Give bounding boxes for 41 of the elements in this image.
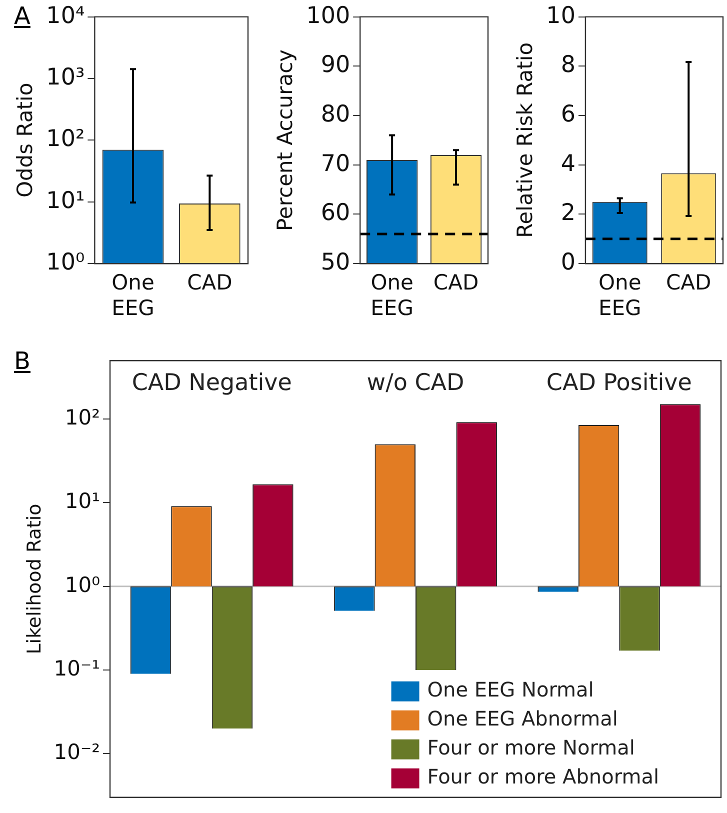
- legend-label: Four or more Abnormal: [427, 764, 659, 789]
- y-tick-label: 100: [306, 2, 350, 29]
- x-tick-label: CAD Negative: [132, 370, 292, 396]
- y-tick-label: 10⁴: [46, 2, 85, 29]
- y-tick-label: 2: [560, 200, 576, 226]
- text: A: [14, 2, 30, 30]
- x-tick-label: One EEG: [370, 270, 414, 320]
- y-tick-label: 10⁰: [64, 572, 100, 597]
- y-tick-label: 70: [320, 150, 350, 177]
- y-tick-label: 8: [560, 52, 576, 78]
- legend-label: One EEG Abnormal: [427, 706, 618, 731]
- y-tick-label: 80: [320, 101, 350, 128]
- legend-label: One EEG Normal: [427, 678, 594, 702]
- x-tick-label: w/o CAD: [366, 370, 464, 396]
- x-tick-label: CAD Positive: [546, 370, 692, 396]
- y-axis-title: Percent Accuracy: [273, 49, 298, 231]
- y-tick-label: 10⁻²: [54, 740, 100, 764]
- y-tick-label: 60: [320, 200, 350, 226]
- y-tick-label: 4: [560, 150, 576, 177]
- y-tick-label: 10²: [46, 126, 85, 152]
- x-tick-label: One EEG: [598, 270, 642, 320]
- y-tick-label: 90: [320, 52, 350, 78]
- x-tick-label: CAD: [433, 270, 479, 295]
- y-tick-label: 0: [560, 250, 576, 276]
- y-axis-title: Relative Risk Ratio: [513, 42, 538, 238]
- y-tick-label: 10²: [64, 406, 100, 430]
- x-tick-label: CAD: [666, 270, 712, 295]
- y-tick-label: 10⁰: [46, 250, 85, 276]
- y-tick-label: 10¹: [64, 489, 100, 514]
- y-axis-title: Odds Ratio: [13, 82, 38, 198]
- text: B: [14, 347, 30, 375]
- y-tick-label: 50: [320, 250, 350, 276]
- y-tick-label: 10: [546, 2, 576, 29]
- x-tick-label: One EEG: [112, 270, 154, 320]
- y-tick-label: 6: [560, 101, 576, 128]
- y-axis-title: Likelihood Ratio: [23, 504, 46, 654]
- x-tick-label: CAD: [187, 270, 232, 295]
- y-tick-label: 10¹: [46, 188, 85, 214]
- y-tick-label: 10³: [46, 64, 85, 90]
- y-tick-label: 10⁻¹: [54, 656, 100, 680]
- legend-label: Four or more Normal: [427, 736, 635, 760]
